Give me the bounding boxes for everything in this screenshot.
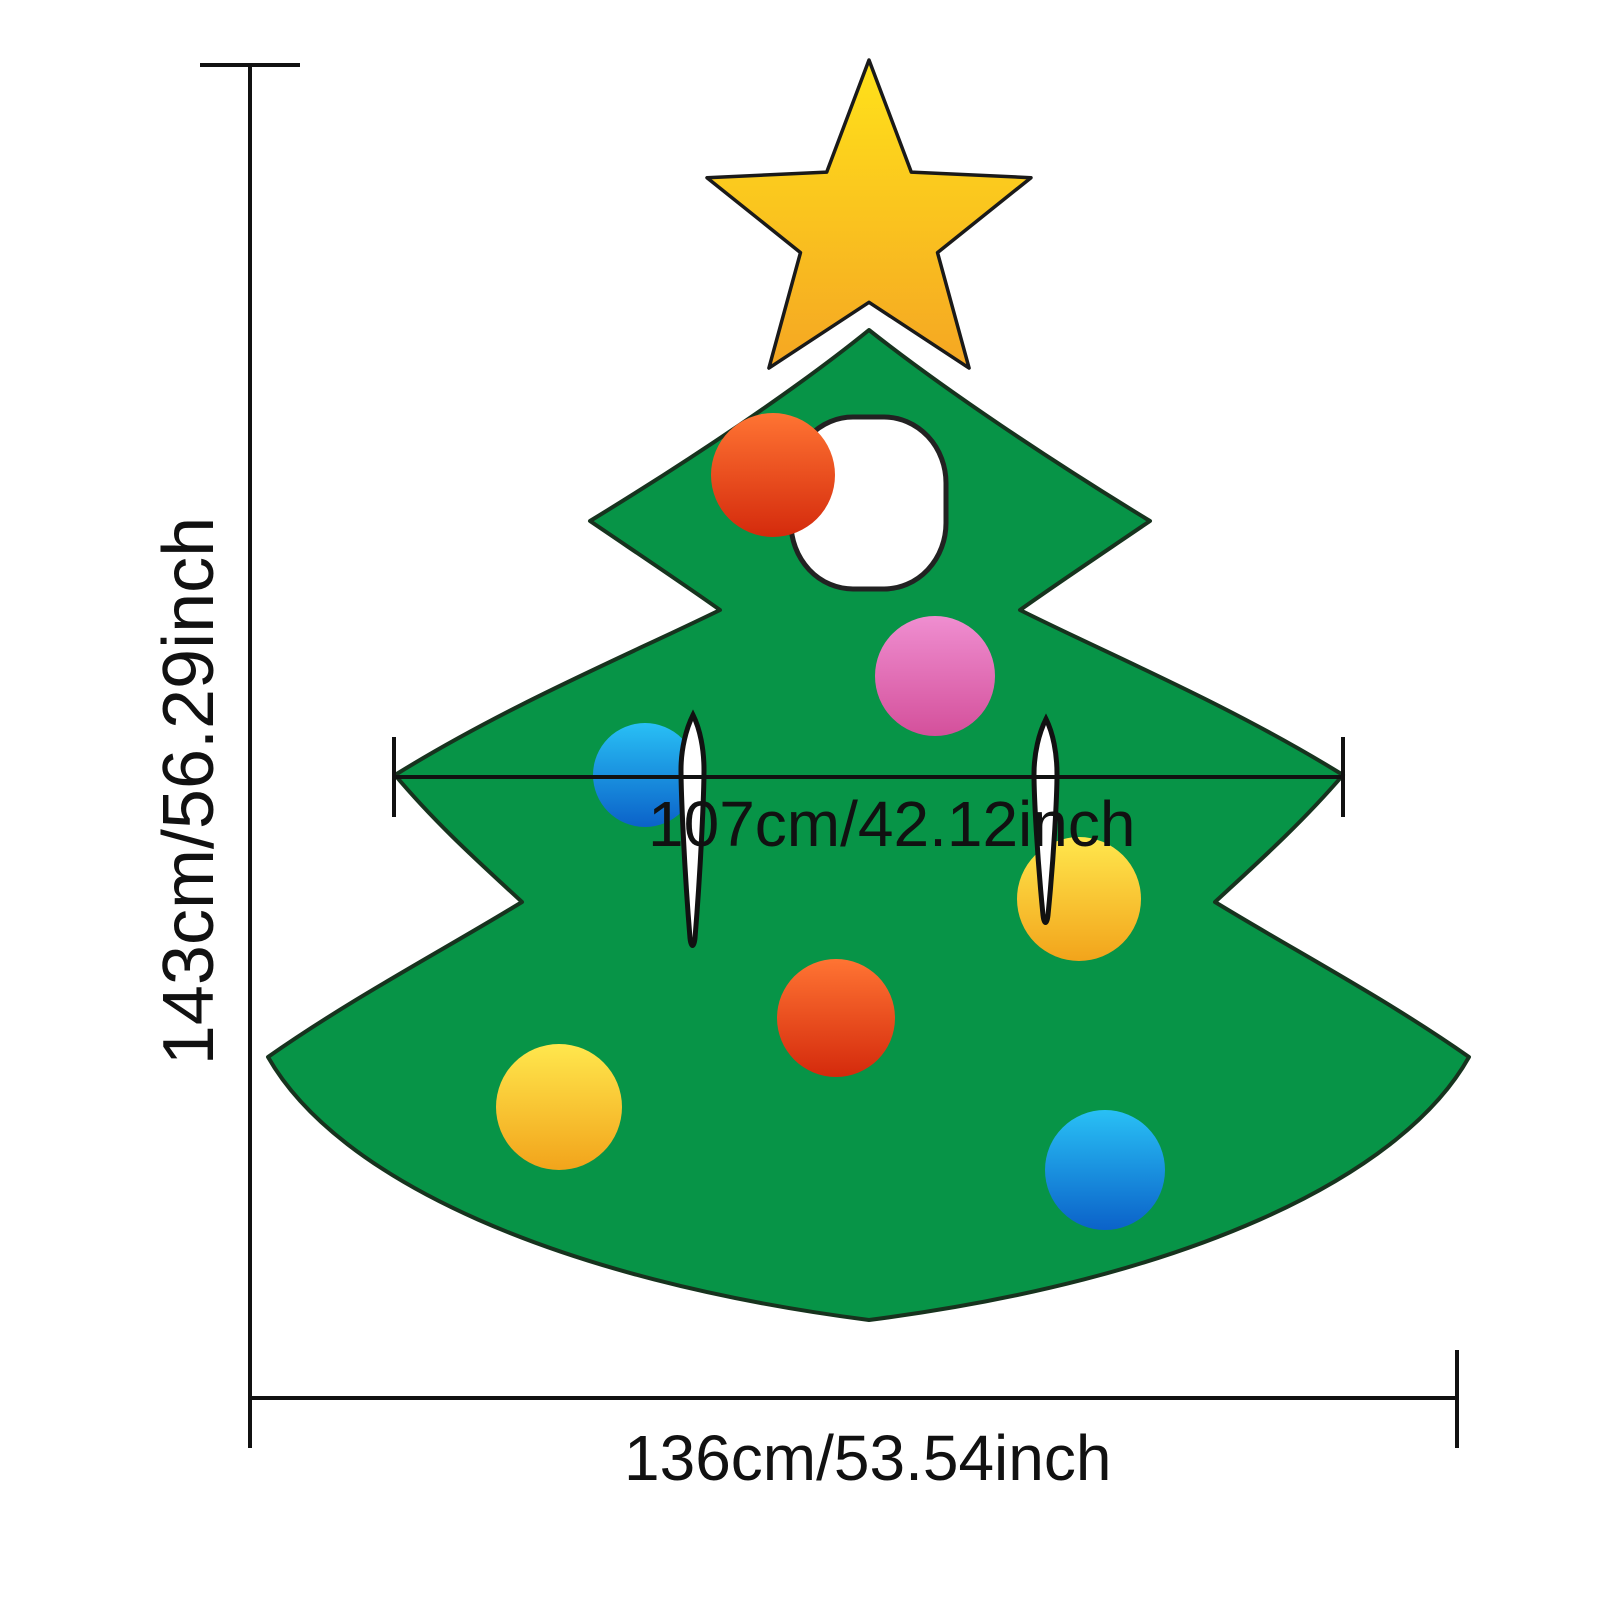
svg-text:143cm/56.29inch: 143cm/56.29inch: [149, 517, 229, 1065]
svg-text:136cm/53.54inch: 136cm/53.54inch: [624, 1422, 1111, 1494]
svg-text:107cm/42.12inch: 107cm/42.12inch: [648, 788, 1135, 860]
